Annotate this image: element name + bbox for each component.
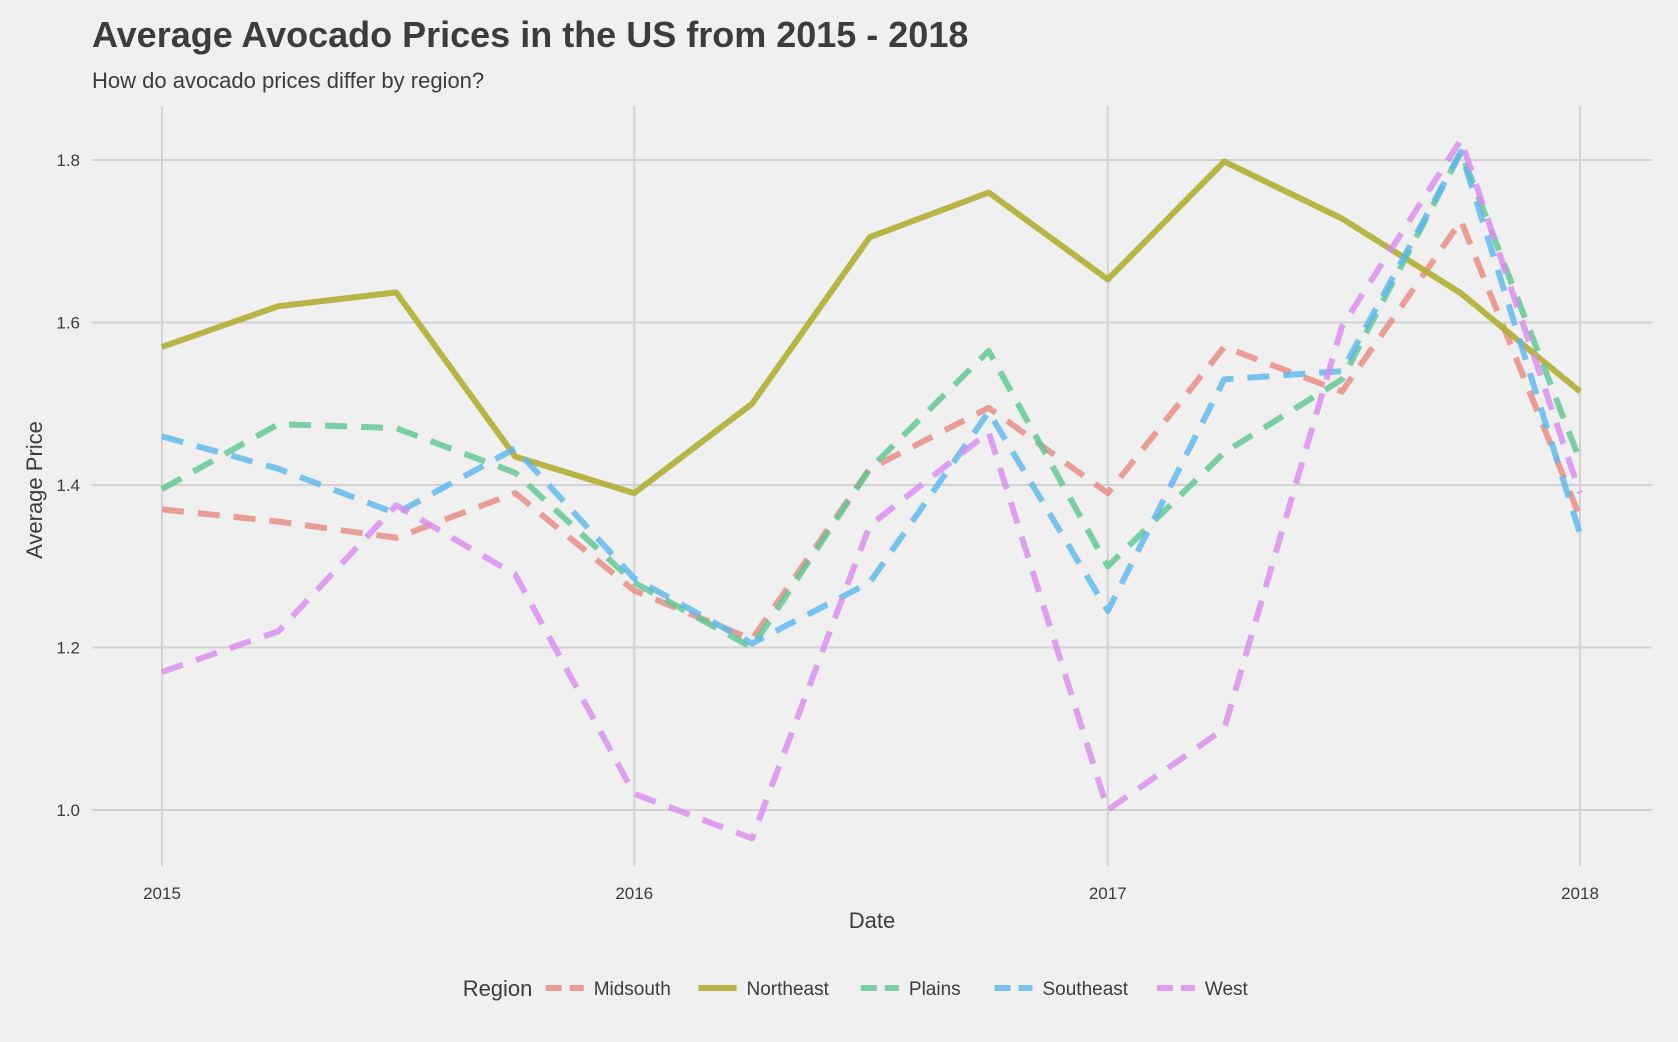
data-point-plains	[867, 466, 873, 472]
data-point-plains	[1105, 563, 1111, 569]
axis-layer: Date Average Price 1.0 1.2 1.4 1.6 1.8 2015 20…	[22, 151, 1599, 933]
data-point-plains	[512, 470, 518, 476]
data-point-southeast	[1577, 531, 1583, 537]
data-point-northeast	[393, 289, 399, 295]
x-tick-label: 2016	[615, 884, 653, 903]
data-point-northeast	[867, 234, 873, 240]
data-point-midsouth	[393, 535, 399, 541]
x-tick-label: 2015	[143, 884, 181, 903]
legend-label-plains: Plains	[909, 979, 961, 1000]
series-line-plains	[160, 148, 1583, 651]
legend-title: Region	[463, 976, 533, 1001]
data-point-midsouth	[1339, 389, 1345, 395]
data-point-northeast	[159, 344, 165, 350]
data-point-northeast	[1105, 276, 1111, 282]
data-point-west	[1577, 490, 1583, 496]
data-point-northeast	[986, 190, 992, 196]
data-point-southeast	[275, 466, 281, 472]
y-tick-label: 1.6	[56, 314, 80, 333]
data-point-west	[393, 502, 399, 508]
data-point-midsouth	[1458, 218, 1464, 224]
data-point-plains	[1577, 458, 1583, 464]
chart-title: Average Avocado Prices in the US from 20…	[92, 14, 969, 55]
y-tick-label: 1.2	[56, 639, 80, 658]
data-point-west	[631, 791, 637, 797]
data-point-northeast	[1577, 389, 1583, 395]
data-point-midsouth	[159, 506, 165, 512]
data-point-west	[749, 835, 755, 841]
data-point-west	[159, 669, 165, 675]
x-axis-title: Date	[849, 908, 895, 933]
data-point-southeast	[867, 580, 873, 586]
data-point-plains	[275, 421, 281, 427]
data-point-southeast	[631, 575, 637, 581]
data-point-southeast	[512, 445, 518, 451]
data-point-northeast	[512, 454, 518, 460]
y-tick-label: 1.4	[56, 476, 80, 495]
series-line-northeast	[161, 158, 1582, 497]
data-point-west	[1339, 324, 1345, 330]
data-point-southeast	[986, 409, 992, 415]
legend-label-midsouth: Midsouth	[594, 979, 671, 1000]
data-point-midsouth	[275, 519, 281, 525]
data-point-west	[1105, 807, 1111, 813]
data-point-northeast	[631, 490, 637, 496]
data-point-midsouth	[631, 588, 637, 594]
data-point-plains	[159, 486, 165, 492]
series-line-west	[161, 136, 1583, 842]
data-point-northeast	[1458, 290, 1464, 296]
data-point-west	[1221, 726, 1227, 732]
y-tick-label: 1.0	[56, 801, 80, 820]
data-point-west	[275, 628, 281, 634]
data-point-southeast	[1339, 368, 1345, 374]
series-layer	[159, 136, 1583, 842]
data-point-northeast	[275, 303, 281, 309]
data-point-southeast	[159, 433, 165, 439]
data-point-plains	[986, 348, 992, 354]
chart-subtitle: How do avocado prices differ by region?	[92, 68, 485, 93]
legend: Region Midsouth Northeast Plains Southeast W…	[463, 976, 1249, 1001]
data-point-northeast	[1339, 216, 1345, 222]
x-tick-label: 2018	[1561, 884, 1599, 903]
data-point-west	[1458, 137, 1464, 143]
y-tick-label: 1.8	[56, 151, 80, 170]
data-point-northeast	[1221, 159, 1227, 165]
data-point-plains	[393, 425, 399, 431]
grid-layer	[92, 106, 1652, 866]
data-point-southeast	[1221, 376, 1227, 382]
data-point-west	[867, 523, 873, 529]
legend-label-west: West	[1205, 979, 1249, 1000]
legend-label-northeast: Northeast	[747, 979, 830, 1000]
legend-label-southeast: Southeast	[1043, 979, 1129, 1000]
data-point-midsouth	[512, 490, 518, 496]
data-point-northeast	[749, 401, 755, 407]
y-axis-title: Average Price	[22, 421, 47, 559]
data-point-southeast	[1105, 608, 1111, 614]
series-line-midsouth	[161, 217, 1583, 643]
data-point-midsouth	[1221, 344, 1227, 350]
data-point-west	[986, 429, 992, 435]
data-point-west	[512, 571, 518, 577]
data-point-plains	[1339, 376, 1345, 382]
data-point-midsouth	[1105, 490, 1111, 496]
series-line-southeast	[161, 148, 1583, 647]
data-point-southeast	[749, 640, 755, 646]
data-point-plains	[1221, 450, 1227, 456]
x-tick-label: 2017	[1089, 884, 1127, 903]
